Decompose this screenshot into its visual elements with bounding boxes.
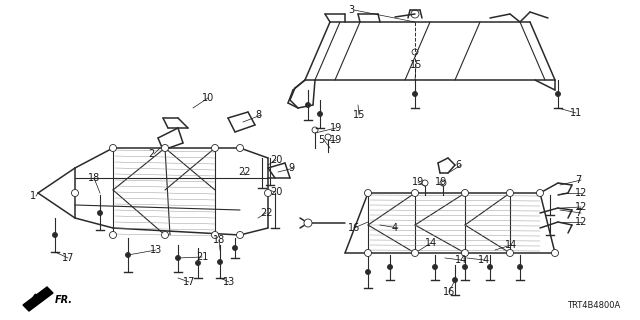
Text: 12: 12 (575, 188, 588, 198)
Text: 14: 14 (505, 240, 517, 250)
Circle shape (365, 189, 371, 196)
Text: 19: 19 (330, 135, 342, 145)
Circle shape (161, 145, 168, 151)
Text: 18: 18 (88, 173, 100, 183)
Circle shape (52, 233, 58, 237)
Circle shape (365, 269, 371, 275)
Text: 15: 15 (353, 110, 365, 120)
Circle shape (161, 231, 168, 238)
Text: 20: 20 (270, 187, 282, 197)
Circle shape (412, 250, 419, 257)
Text: 20: 20 (270, 155, 282, 165)
Circle shape (518, 265, 522, 269)
Circle shape (552, 250, 559, 257)
Circle shape (317, 111, 323, 116)
Circle shape (461, 189, 468, 196)
Circle shape (506, 250, 513, 257)
Circle shape (195, 260, 200, 266)
Circle shape (452, 277, 458, 283)
Text: 21: 21 (196, 252, 209, 262)
Circle shape (413, 92, 417, 97)
Text: 15: 15 (410, 60, 422, 70)
Polygon shape (23, 287, 53, 311)
Text: 14: 14 (425, 238, 437, 248)
Text: 16: 16 (348, 223, 360, 233)
Text: 9: 9 (288, 163, 294, 173)
Text: 5: 5 (318, 135, 324, 145)
Text: 10: 10 (202, 93, 214, 103)
Text: 22: 22 (260, 208, 273, 218)
Circle shape (433, 265, 438, 269)
Text: 12: 12 (575, 217, 588, 227)
Text: 6: 6 (455, 160, 461, 170)
Text: FR.: FR. (55, 295, 73, 305)
Text: 11: 11 (570, 108, 582, 118)
Circle shape (304, 219, 312, 227)
Circle shape (175, 255, 180, 260)
Text: TRT4B4800A: TRT4B4800A (567, 301, 620, 310)
Circle shape (387, 265, 392, 269)
Circle shape (461, 250, 468, 257)
Text: 2: 2 (148, 149, 154, 159)
Text: 12: 12 (575, 202, 588, 212)
Circle shape (211, 145, 218, 151)
Text: 7: 7 (575, 208, 581, 218)
Text: 4: 4 (392, 223, 398, 233)
Circle shape (109, 231, 116, 238)
Text: 17: 17 (62, 253, 74, 263)
Circle shape (488, 265, 493, 269)
Circle shape (232, 245, 237, 251)
Circle shape (463, 265, 467, 269)
Text: 16: 16 (443, 287, 455, 297)
Circle shape (506, 189, 513, 196)
Circle shape (412, 189, 419, 196)
Text: 1: 1 (30, 191, 36, 201)
Circle shape (237, 231, 243, 238)
Text: 22: 22 (238, 167, 250, 177)
Circle shape (211, 231, 218, 238)
Circle shape (365, 250, 371, 257)
Text: 3: 3 (348, 5, 354, 15)
Circle shape (536, 189, 543, 196)
Text: 14: 14 (455, 255, 467, 265)
Circle shape (556, 92, 561, 97)
Text: 13: 13 (223, 277, 236, 287)
Circle shape (72, 189, 79, 196)
Text: 19: 19 (330, 123, 342, 133)
Text: 13: 13 (150, 245, 163, 255)
Text: 19: 19 (412, 177, 424, 187)
Text: 17: 17 (183, 277, 195, 287)
Text: 18: 18 (213, 235, 225, 245)
Text: 8: 8 (255, 110, 261, 120)
Circle shape (237, 145, 243, 151)
Circle shape (305, 102, 310, 108)
Text: 19: 19 (435, 177, 447, 187)
Circle shape (218, 260, 223, 265)
Circle shape (125, 252, 131, 258)
Text: 14: 14 (478, 255, 490, 265)
Text: 7: 7 (575, 175, 581, 185)
Circle shape (109, 145, 116, 151)
Circle shape (264, 189, 271, 196)
Circle shape (97, 211, 102, 215)
